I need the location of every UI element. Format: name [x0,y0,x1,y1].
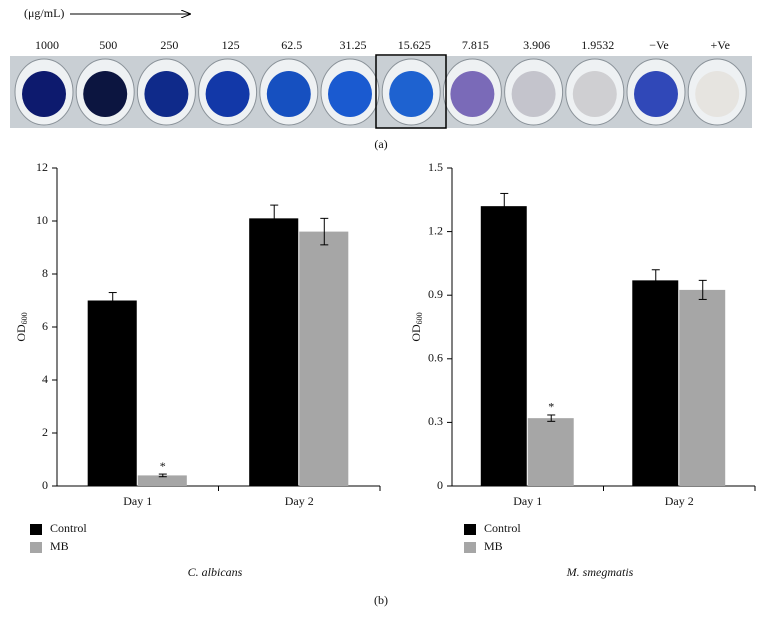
concentration-label: 1000 [35,38,59,52]
concentration-label: 62.5 [281,38,302,52]
chart-title: M. smegmatis [566,565,634,579]
legend-swatch [30,542,42,553]
annotation: * [160,459,166,473]
concentration-label: 1.9532 [581,38,614,52]
panel-label: (b) [374,593,388,607]
y-tick-label: 4 [42,372,48,386]
y-tick-label: 0.9 [428,287,443,301]
concentration-label: 3.906 [523,38,550,52]
unit-label: (μg/mL) [24,6,64,20]
concentration-label: +Ve [710,38,729,52]
y-tick-label: 1.2 [428,223,443,237]
bar [299,231,349,486]
error-bar [108,292,117,309]
x-tick-label: Day 1 [513,494,542,508]
well [144,71,189,117]
error-bar [500,192,509,220]
well [266,71,311,117]
y-tick-label: 0.6 [428,351,443,365]
bar [632,280,679,486]
bar [249,218,299,486]
well [450,71,495,117]
x-tick-label: Day 2 [285,494,314,508]
error-bar [158,473,167,478]
x-tick-label: Day 2 [665,494,694,508]
concentration-label: −Ve [649,38,668,52]
legend-label: Control [50,521,87,535]
annotation: * [548,400,554,414]
legend-swatch [30,524,42,535]
well [83,71,128,117]
concentration-label: 7.815 [462,38,489,52]
legend-label: MB [484,539,503,553]
error-bar [698,279,707,300]
well [695,71,740,117]
y-tick-label: 0 [437,478,443,492]
error-bar [651,269,660,292]
legend-swatch [464,542,476,553]
concentration-label: 31.25 [340,38,367,52]
panel-label: (a) [374,137,387,151]
y-tick-label: 8 [42,266,48,280]
well [328,71,372,117]
well [389,71,434,117]
concentration-label: 250 [160,38,178,52]
concentration-label: 15.625 [398,38,431,52]
x-tick-label: Day 1 [123,494,152,508]
legend-label: MB [50,539,69,553]
error-bar [547,414,556,422]
y-axis-label: OD600 [409,312,424,341]
y-axis-label: OD600 [14,312,29,341]
concentration-label: 500 [99,38,117,52]
bar [527,418,574,486]
well [634,71,678,117]
chart-title: C. albicans [188,565,243,579]
legend-label: Control [484,521,521,535]
concentration-label: 125 [222,38,240,52]
well [511,71,556,117]
legend-swatch [464,524,476,535]
bar [679,289,726,486]
y-tick-label: 0 [42,478,48,492]
y-tick-label: 10 [36,213,48,227]
y-tick-label: 6 [42,319,48,333]
well [22,71,66,117]
error-bar [270,204,279,233]
highlight-box [375,54,447,129]
bar [137,475,187,486]
bar [480,206,527,486]
y-tick-label: 12 [36,160,48,174]
well [205,71,250,117]
bar [87,300,137,486]
y-tick-label: 0.3 [428,414,443,428]
y-tick-label: 2 [42,425,48,439]
error-bar [320,217,329,246]
well [572,71,617,117]
y-tick-label: 1.5 [428,160,443,174]
